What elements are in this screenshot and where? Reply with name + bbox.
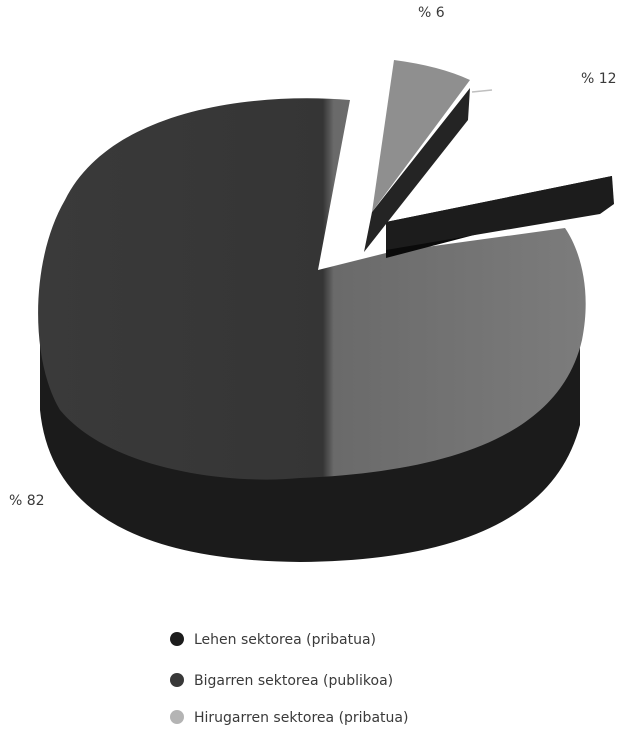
pie-slice-hirugarren-edge: [471, 89, 493, 93]
pie-slice-hirugarren-side: [364, 88, 470, 252]
data-label-hirugarren: % 6: [418, 5, 445, 21]
pie-slice-hirugarren: [364, 60, 493, 252]
legend-label-lehen: Lehen sektorea (pribatua): [194, 632, 376, 648]
data-label-bigarren: % 82: [9, 493, 45, 509]
pie-slice-lehen: [386, 176, 614, 258]
legend-label-hirugarren: Hirugarren sektorea (pribatua): [194, 710, 408, 726]
legend-swatch-bigarren: [170, 673, 184, 687]
pie-slice-lehen-top: [386, 176, 614, 250]
legend-swatch-lehen: [170, 632, 184, 646]
pie-slice-bigarren: [38, 98, 586, 562]
legend-swatch-hirugarren: [170, 710, 184, 724]
pie-slice-hirugarren-top: [372, 60, 470, 212]
data-label-lehen: % 12: [581, 71, 617, 87]
legend-label-bigarren: Bigarren sektorea (publikoa): [194, 673, 393, 689]
pie-slice-bigarren-side: [40, 320, 580, 562]
legend: Lehen sektorea (pribatua) Bigarren sekto…: [170, 632, 408, 726]
pie-slice-bigarren-top: [38, 98, 586, 480]
